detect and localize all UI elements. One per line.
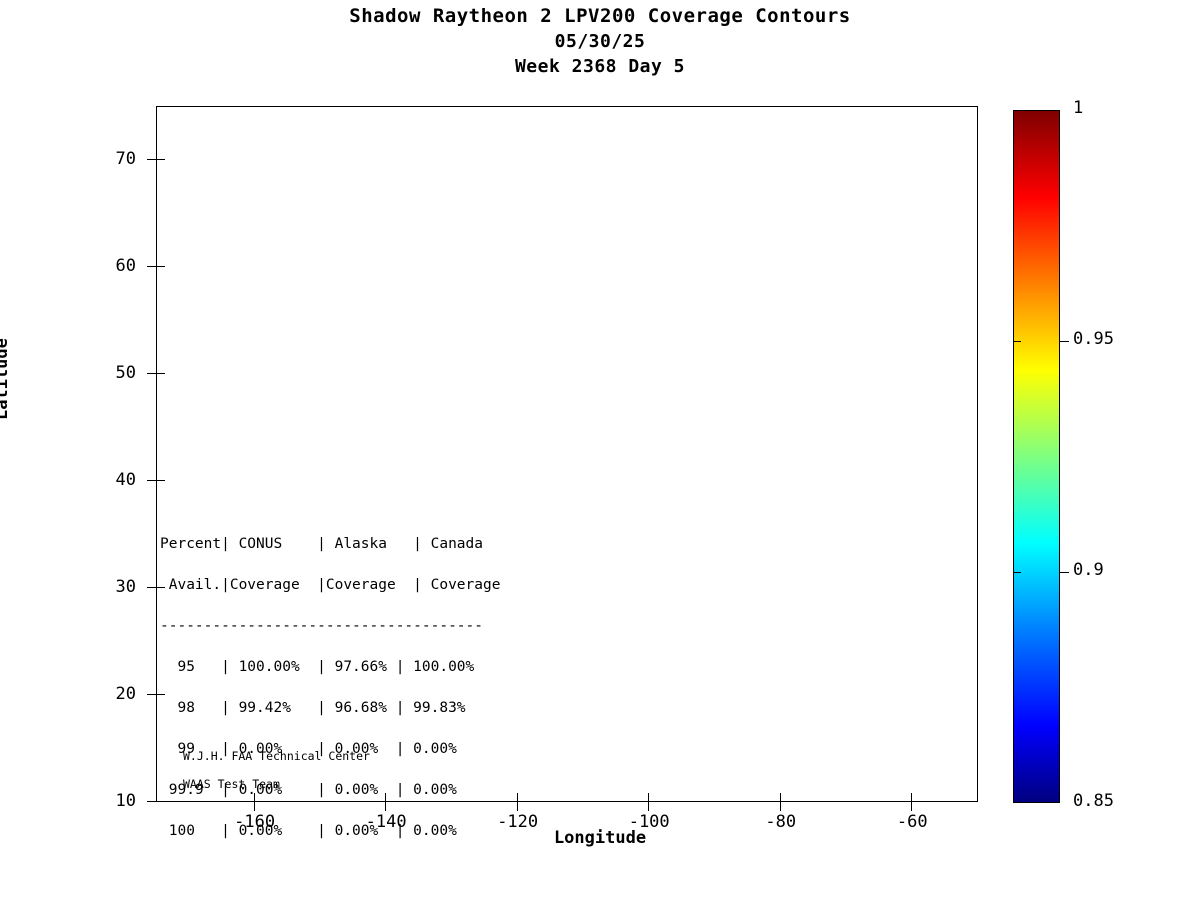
colorbar-tick <box>1060 341 1069 342</box>
credit-line-1: W.J.H. FAA Technical Center <box>183 749 370 763</box>
x-axis-title: Longitude <box>553 828 647 848</box>
chart-title-line1: Shadow Raytheon 2 LPV200 Coverage Contou… <box>349 5 851 27</box>
colorbar: 1 0.95 0.9 0.85 <box>1013 98 1114 811</box>
x-axis-tick-inner <box>385 793 387 802</box>
table-row: 95 | 100.00% | 97.66% | 100.00% <box>160 658 475 675</box>
coverage-statistics-table: Percent| CONUS | Alaska | Canada Avail.|… <box>160 513 500 862</box>
table-separator: ------------------------------------- <box>160 617 484 634</box>
table-header-row-1: Percent| CONUS | Alaska | Canada <box>160 535 484 552</box>
y-axis-tick <box>147 158 156 160</box>
y-axis-tick <box>147 265 156 267</box>
table-header-row-2: Avail.|Coverage |Coverage | Coverage <box>160 576 501 593</box>
x-tick-label: -60 <box>896 812 928 832</box>
x-axis-tick-inner <box>516 793 518 802</box>
credit-line-2: WAAS Test Team <box>183 777 280 791</box>
colorbar-tick-label: 0.85 <box>1073 791 1114 811</box>
y-axis-tick-inner <box>156 801 165 802</box>
y-tick-label: 30 <box>115 576 136 597</box>
x-tick-label: -120 <box>497 812 539 832</box>
y-axis-tick-inner <box>156 693 165 695</box>
colorbar-tick-inner <box>1013 572 1021 573</box>
x-axis-tick-inner <box>911 793 913 802</box>
title-block: Shadow Raytheon 2 LPV200 Coverage Contou… <box>0 4 1200 79</box>
credit-block: W.J.H. FAA Technical Center WAAS Test Te… <box>183 735 370 805</box>
table-row: 99.9 | 0.00% | 0.00% | 0.00% <box>160 781 457 798</box>
colorbar-tick-label: 0.95 <box>1073 329 1114 349</box>
colorbar-tick-label: 1 <box>1073 98 1084 118</box>
colorbar-tick-label: 0.9 <box>1073 560 1104 580</box>
x-axis-tick <box>253 802 255 811</box>
y-axis-tick <box>147 586 156 588</box>
y-axis-tick-inner <box>156 265 165 267</box>
y-axis-tick-inner <box>156 586 165 588</box>
x-tick-label: -140 <box>365 812 407 832</box>
y-axis-tick <box>147 801 156 802</box>
plot-frame-border <box>156 106 978 802</box>
y-axis-tick <box>147 479 156 481</box>
x-tick-label: -100 <box>628 812 670 832</box>
y-axis-tick-inner <box>156 372 165 374</box>
colorbar-gradient <box>1013 110 1060 803</box>
y-tick-label: 40 <box>115 469 136 490</box>
colorbar-tick <box>1060 572 1069 573</box>
y-tick-label: 20 <box>115 683 136 704</box>
table-row: 100 | 0.00% | 0.00% | 0.00% <box>160 822 457 839</box>
y-axis-tick-inner <box>156 479 165 481</box>
y-tick-label: 60 <box>115 255 136 276</box>
y-tick-label: 70 <box>115 148 136 169</box>
y-axis-tick <box>147 372 156 374</box>
table-row: 98 | 99.42% | 96.68% | 99.83% <box>160 699 466 716</box>
x-axis-tick <box>516 802 518 811</box>
x-tick-label: -80 <box>765 812 797 832</box>
y-tick-label: 50 <box>115 362 136 383</box>
chart-title-week: Week 2368 Day 5 <box>514 56 686 77</box>
y-tick-label: 10 <box>115 791 136 811</box>
x-axis-tick-inner <box>648 793 650 802</box>
x-tick-label: -160 <box>234 812 276 832</box>
y-axis-title: Latitude <box>0 338 12 420</box>
x-axis-tick <box>779 802 781 811</box>
x-axis-tick <box>911 802 913 811</box>
y-axis-tick <box>147 693 156 695</box>
x-axis-tick-inner <box>253 793 255 802</box>
x-axis-tick <box>648 802 650 811</box>
chart-title-date: 05/30/25 <box>554 31 646 52</box>
x-axis-tick <box>385 802 387 811</box>
colorbar-tick-inner <box>1013 341 1021 342</box>
x-axis-tick-inner <box>779 793 781 802</box>
y-axis-tick-inner <box>156 158 165 160</box>
table-row: 99 | 0.00% | 0.00% | 0.00% <box>160 740 457 757</box>
map-plot-area <box>156 106 978 802</box>
